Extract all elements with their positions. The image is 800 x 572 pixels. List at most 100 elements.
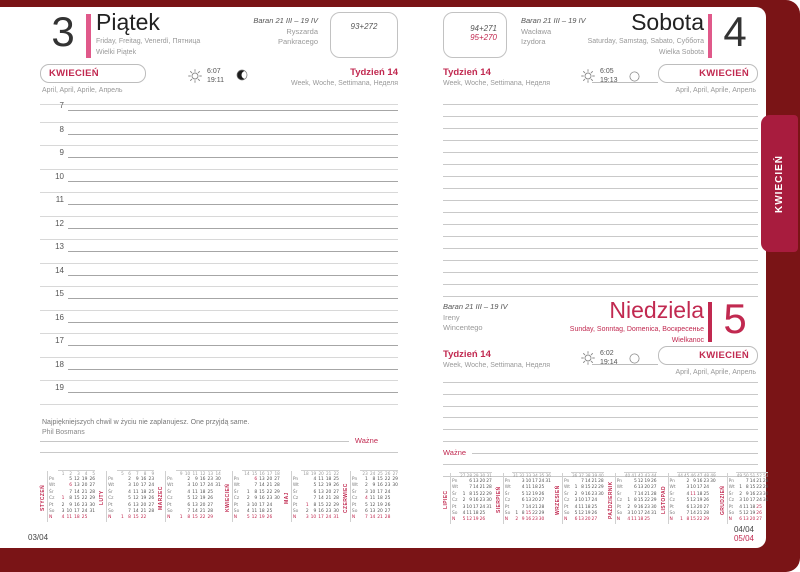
sun-icon: [581, 351, 595, 365]
hour-line: 16: [55, 313, 398, 323]
month-tab-kwiecien[interactable]: KWIECIEŃ: [761, 115, 798, 252]
sunday-week-label: Tydzień 14: [443, 349, 491, 360]
hour-label: 18: [55, 359, 64, 369]
friday-week-label: Tydzień 14: [350, 67, 398, 78]
sunday-important-label: Ważne: [443, 447, 467, 457]
mini-calendar-grid: 23 24 25 26 27 Pn 1 8 15 22 29 Wt 2 9 16 23 30 Śr 3 10 17 24 C…: [349, 470, 398, 522]
ruled-line: [443, 260, 758, 261]
month-box-leader-line: [592, 82, 658, 83]
saturday-day-translations: Saturday, Samstag, Sabato, Суббота: [587, 38, 704, 46]
saturday-week-translations: Week, Woche, Settimana, Неделя: [443, 80, 551, 87]
left-page-number: 03/04: [28, 533, 49, 542]
ruled-line: [443, 248, 758, 249]
month-tab-label: KWIECIEŃ: [774, 154, 785, 213]
sunday-accent-bar: [707, 302, 712, 342]
friday-day-counter: 93+272: [350, 22, 378, 31]
sunday-week-translations: Week, Woche, Settimana, Неделя: [443, 362, 551, 369]
saturday-day-name: Sobota: [631, 9, 704, 35]
mini-calendar-LUTY: LUTY 5 6 7 8 9 Pn 2 9 16 23 Wt 3 10 17 24 Śr 4 11 18 25 Cz 5 12…: [99, 470, 155, 528]
saturday-month-translations: April, April, Aprile, Апрель: [675, 87, 756, 94]
planner-paper: 3 Piątek Friday, Freitag, Venerdì, Пятни…: [0, 7, 769, 548]
friday-day-counter-box: 93+272: [330, 12, 398, 58]
mini-calendar-MAJ: MAJ 18 19 20 21 22 Pn 4 11 18 25 Wt 5 12 19 26 Śr 6 13 20 27…: [284, 470, 339, 528]
friday-day-name-block: Piątek Friday, Freitag, Venerdì, Пятница…: [96, 10, 200, 57]
left-page: 3 Piątek Friday, Freitag, Venerdì, Пятни…: [40, 8, 398, 543]
sunday-sunrise: 6:02: [600, 350, 614, 357]
mini-calendar-month-name: MARZEC: [158, 486, 165, 510]
mini-calendar-GRUDZIEŃ: GRUDZIEŃ 49 50 51 52 53 Pn 7 14 21 28 Wt 1 8 15 22 29 Śr 2…: [720, 472, 769, 530]
ruled-line: [443, 116, 758, 117]
half-hour-line: [40, 168, 398, 170]
friday-nameday-1: Ryszarda: [286, 26, 318, 36]
full-moon-icon: [629, 353, 640, 364]
saturday-header: 94+271 95+270 Baran 21 III – 19 IV Wacła…: [443, 8, 758, 62]
mini-calendar-month-name: LUTY: [99, 490, 106, 506]
friday-sun-times: 6:07 19:11: [207, 67, 224, 86]
mini-calendar-month-name: LIPIEC: [443, 490, 449, 510]
ruled-line: [443, 128, 758, 129]
mini-calendar-MARZEC: MARZEC 9 10 11 12 13 14 Pn 2 9 16 23 30 Wt 3 10 17 24 31 Śr…: [158, 470, 221, 528]
mini-calendar-grid: 5 6 7 8 9 Pn 2 9 16 23 Wt 3 10 17 24 Śr 4 11 18 25 Cz 5 12 19 26…: [106, 470, 155, 522]
sunday-month-label: KWIECIEŃ: [699, 350, 749, 361]
hour-label: 12: [55, 218, 64, 228]
right-page-numbers: 04/04 05/04: [734, 525, 754, 543]
saturday-ruled-lines: [443, 104, 758, 304]
saturday-zodiac-block: Baran 21 III – 19 IV Wacława Izydora: [521, 16, 586, 48]
mini-calendar-grid: 44 45 46 47 48 49 Pn 2 9 16 23 30 Wt 3 10 17 24 Śr 4 11 18 25…: [667, 472, 716, 524]
hour-label: 10: [55, 171, 64, 181]
sun-icon: [581, 69, 595, 83]
right-page-number-bottom: 05/04: [733, 534, 754, 543]
hour-label: 8: [59, 124, 64, 134]
mini-calendars-jul-dec: LIPIEC 27 28 29 30 31 Pn 6 13 20 27 Wt 7 14 21 28 Śr 1 8 15…: [443, 472, 769, 530]
hour-label: 13: [55, 242, 64, 251]
saturday-month-box: KWIECIEŃ: [658, 64, 758, 83]
ruled-line: [443, 464, 758, 466]
sunday-day-name-block: Niedziela Sunday, Sonntag, Domenica, Вос…: [570, 298, 704, 345]
half-hour-line: [40, 333, 398, 335]
ruled-line: [443, 152, 758, 153]
friday-sunset: 19:11: [207, 77, 224, 85]
saturday-sunrise: 6:05: [600, 68, 614, 75]
half-hour-line: [40, 380, 398, 382]
ruled-line: [443, 382, 758, 383]
mini-calendar-SIERPIEŃ: SIERPIEŃ 31 32 33 34 35 36 Pn 3 10 17 24 31 Wt 4 11 18 25…: [496, 472, 551, 530]
friday-header: 3 Piątek Friday, Freitag, Venerdì, Пятни…: [40, 8, 398, 62]
friday-important-label: Ważne: [354, 435, 378, 445]
mini-calendar-grid: 9 10 11 12 13 14 Pn 2 9 16 23 30 Wt 3 10 17 24 31 Śr 4 11 18 2…: [165, 470, 221, 522]
right-page: 94+271 95+270 Baran 21 III – 19 IV Wacła…: [443, 8, 769, 543]
mini-calendar-month-name: CZERWIEC: [342, 483, 349, 513]
half-hour-line: [40, 121, 398, 123]
month-box-leader-line: [592, 364, 658, 365]
mini-calendar-LISTOPAD: LISTOPAD 44 45 46 47 48 49 Pn 2 9 16 23 30 Wt 3 10 17 24 Ś…: [661, 472, 716, 530]
mini-calendar-month-name: GRUDZIEŃ: [719, 485, 726, 515]
sunday-month-box: KWIECIEŃ: [658, 346, 758, 365]
saturday-accent-bar: [707, 14, 712, 58]
saturday-sun-times: 6:05 19:13: [600, 67, 618, 86]
sunday-day-name: Niedziela: [609, 297, 704, 323]
ruled-line: [443, 296, 758, 297]
friday-weekbar: KWIECIEŃ April, April, Aprile, Апрель: [40, 64, 398, 98]
hour-line: 8: [60, 125, 398, 135]
hour-label: 15: [55, 289, 64, 298]
mini-calendar-grid: 18 19 20 21 22 Pn 4 11 18 25 Wt 5 12 19 26 Śr 6 13 20 27 Cz 7…: [290, 470, 339, 522]
sunday-header: Baran 21 III – 19 IV Ireny Wincentego Ni…: [443, 295, 758, 346]
sunday-zodiac-block: Baran 21 III – 19 IV Ireny Wincentego: [443, 302, 508, 334]
friday-zodiac-block: Baran 21 III – 19 IV Ryszarda Pankracego: [253, 16, 318, 48]
mini-calendar-month-name: PAŹDZIERNIK: [607, 481, 614, 519]
hour-line: 9: [60, 148, 398, 158]
friday-week-translations: Week, Woche, Settimana, Неделя: [290, 80, 398, 87]
saturday-nameday-2: Izydora: [521, 37, 546, 46]
sunday-weekbar: Tydzień 14 Week, Woche, Settimana, Недел…: [443, 346, 758, 380]
mini-calendar-STYCZEŃ: STYCZEŃ 1 2 3 4 5 Pn 5 12 19 26 Wt 6 13 20 27 Śr 7 14 21 28 C…: [40, 470, 96, 528]
half-hour-line: [40, 356, 398, 358]
mini-calendar-grid: 40 41 42 43 44 Pn 5 12 19 26 Wt 6 13 20 27 Śr 7 14 21 28 Cz 1…: [614, 472, 657, 524]
ruled-line: [443, 104, 758, 105]
sunday-nameday-2: Wincentego: [443, 323, 483, 332]
half-hour-line: [40, 145, 398, 147]
mini-calendar-month-name: LISTOPAD: [660, 485, 667, 515]
saturday-day-name-block: Sobota Saturday, Samstag, Sabato, Суббот…: [588, 10, 704, 57]
quote-text: Najpiękniejszych chwil w życiu nie zapla…: [42, 419, 250, 426]
sunday-nameday-1: Ireny: [443, 312, 460, 322]
bottom-rule: [40, 452, 398, 453]
